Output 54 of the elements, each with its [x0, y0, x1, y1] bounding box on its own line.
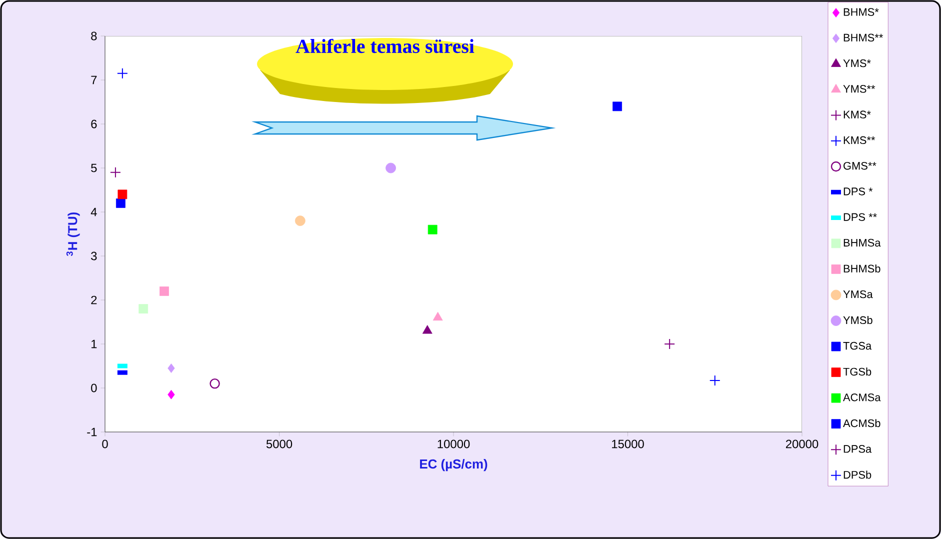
legend-label: YMSb	[843, 316, 872, 324]
legend-label: YMSa	[843, 290, 873, 298]
point	[116, 198, 126, 208]
x-tick-label: 0	[102, 440, 108, 448]
legend-label: DPS *	[844, 188, 873, 196]
point	[110, 166, 121, 178]
point	[160, 286, 169, 296]
y-tick-label: 3	[91, 252, 97, 260]
legend-label: TGSb	[843, 368, 872, 376]
legend-label: YMS**	[843, 85, 876, 93]
x-tick-label: 10000	[438, 440, 470, 448]
y-tick-label: 1	[91, 340, 97, 348]
point	[612, 102, 622, 112]
point	[422, 325, 432, 334]
point	[210, 378, 220, 389]
point	[664, 338, 676, 350]
point	[294, 216, 306, 226]
point	[428, 224, 438, 234]
legend-label: ACMSa	[842, 393, 881, 402]
legend-label: DPS **	[844, 213, 877, 221]
x-axis-title: EC (µS/cm)	[420, 459, 488, 472]
point	[432, 312, 443, 321]
y-tick-label: -1	[87, 428, 97, 436]
legend-label: ACMSb	[842, 419, 880, 428]
y-axis-title: $^{3}$H (TU)	[66, 212, 80, 256]
y-tick-label: 5	[91, 164, 97, 172]
x-tick-label: 5000	[266, 440, 292, 448]
legend-label: DPSa	[844, 445, 872, 453]
legend-label: BHMS**	[844, 34, 883, 42]
point	[709, 375, 720, 386]
y-tick-label: 2	[91, 296, 97, 304]
y-tick-label: 7	[91, 76, 97, 84]
legend-label: BHMSa	[844, 238, 881, 247]
point	[168, 363, 175, 373]
y-tick-label: 4	[90, 208, 97, 216]
y-tick-label: 0	[91, 384, 97, 392]
y-tick-label: 8	[91, 32, 97, 40]
point	[386, 162, 396, 174]
x-tick-label: 15000	[612, 440, 644, 448]
point	[138, 304, 148, 314]
legend-label: KMS*	[844, 110, 871, 118]
legend-label: DPSb	[844, 470, 872, 479]
annotation: Akiferle temas süresi	[296, 38, 474, 54]
legend-label: BHMSb	[844, 264, 880, 272]
point	[116, 68, 128, 79]
point	[118, 190, 128, 200]
point	[168, 390, 175, 400]
y-tick-label: 6	[91, 120, 97, 128]
legend-label: BHMS*	[844, 8, 879, 16]
legend-label: KMS**	[844, 136, 876, 144]
x-tick-label: 20000	[786, 440, 818, 448]
legend-label: TGSa	[843, 342, 872, 350]
legend-label: YMS*	[843, 59, 871, 68]
legend-label: GMS**	[844, 162, 876, 170]
